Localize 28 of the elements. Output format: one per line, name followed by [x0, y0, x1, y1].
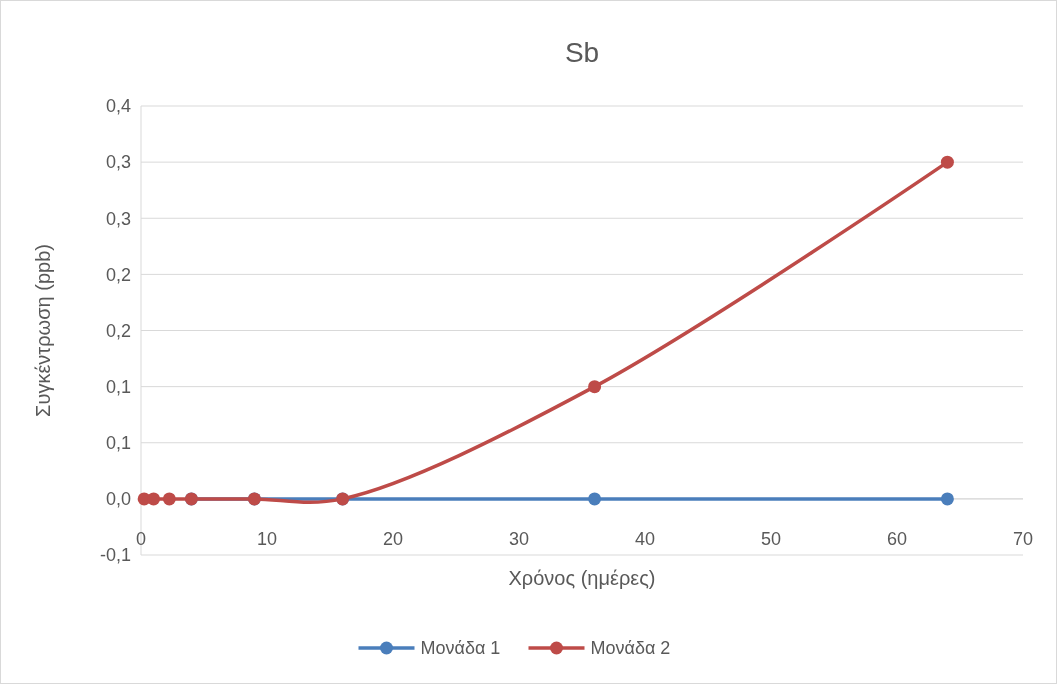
x-tick-label: 40 — [634, 528, 656, 549]
y-tick-label: 0,2 — [105, 320, 131, 341]
point — [940, 492, 954, 506]
legend-label: Μονάδα 2 — [590, 638, 671, 659]
x-tick-label: 60 — [886, 528, 908, 549]
y-tick-label: 0,3 — [105, 152, 131, 173]
y-axis-title: Συγκέντρωση (ppb) — [32, 244, 54, 417]
y-tick-label: 0,2 — [105, 264, 131, 285]
x-axis-title: Χρόνος (ημέρες) — [508, 567, 656, 589]
point — [588, 492, 602, 506]
x-tick-label: 0 — [135, 528, 147, 549]
y-tick-label: 0,3 — [105, 208, 131, 229]
x-tick-label: 10 — [256, 528, 278, 549]
x-tick-label: 30 — [508, 528, 530, 549]
x-tick-label: 50 — [760, 528, 782, 549]
chart-title: Sb — [564, 37, 600, 68]
point — [940, 155, 954, 169]
y-tick-label: 0,1 — [105, 376, 131, 397]
point — [162, 492, 176, 506]
y-tick-label: 0,0 — [105, 489, 131, 510]
x-tick-label: 70 — [1012, 528, 1034, 549]
y-tick-label: -0,1 — [99, 545, 131, 566]
legend-label: Μονάδα 1 — [420, 638, 501, 659]
y-tick-label: 0,4 — [105, 96, 131, 117]
point — [588, 380, 602, 394]
x-tick-label: 20 — [382, 528, 404, 549]
point — [147, 492, 161, 506]
y-tick-label: 0,1 — [105, 433, 131, 454]
